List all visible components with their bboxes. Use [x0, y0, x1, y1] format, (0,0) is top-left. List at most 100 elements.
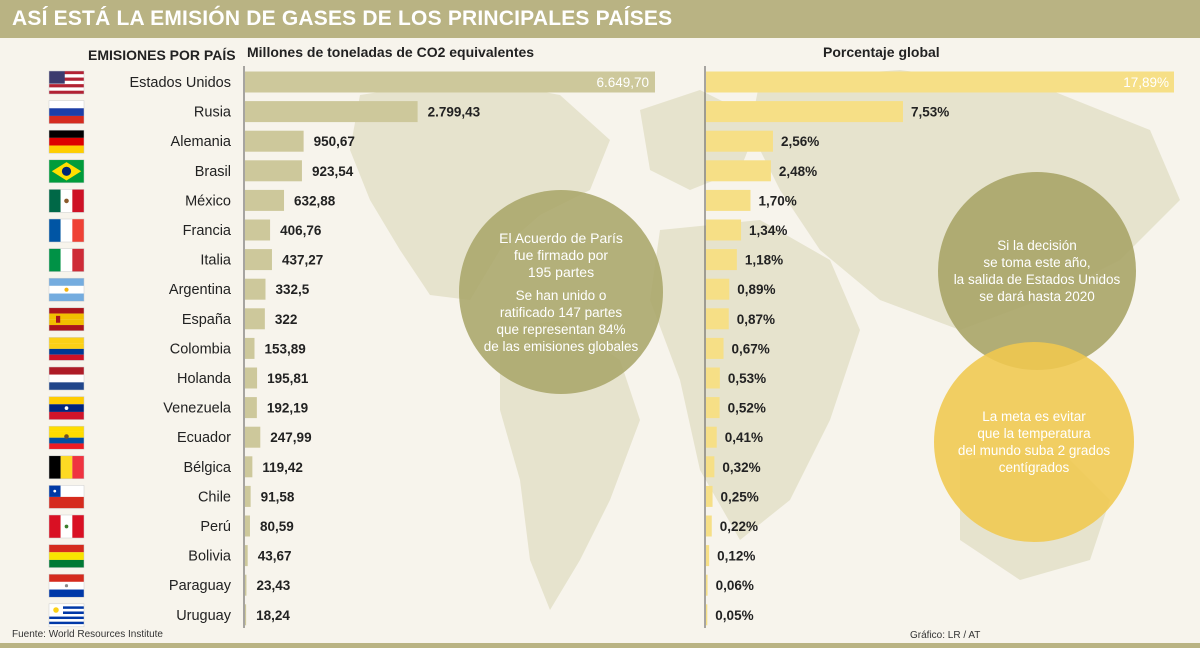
flag-netherlands-icon [48, 366, 85, 391]
us-exit-text: Si la decisión se toma este año, la sali… [953, 238, 1121, 304]
flag-bolivia-icon [48, 544, 85, 568]
percent-bar [706, 367, 720, 389]
flag-colombia-icon [48, 337, 85, 361]
percent-bar [706, 545, 710, 567]
percent-bar [706, 308, 729, 330]
percent-bar [706, 397, 720, 419]
emissions-bar [245, 160, 302, 182]
emissions-bar [245, 71, 655, 93]
emissions-bar [245, 604, 247, 626]
percent-value-label: 2,48% [779, 164, 817, 179]
flag-france-icon [48, 218, 85, 243]
percent-bar [706, 278, 730, 300]
emissions-value-label: 23,43 [256, 578, 290, 593]
temperature-goal-text: La meta es evitar que la temperatura del… [957, 409, 1111, 475]
flag-belgium-icon [48, 455, 85, 480]
emissions-bar [245, 308, 265, 330]
country-label: Venezuela [163, 401, 232, 417]
emissions-value-label: 43,67 [258, 549, 292, 564]
emissions-bar [245, 219, 271, 241]
emissions-bar [245, 249, 272, 271]
emissions-bar [245, 337, 255, 359]
emissions-bar [245, 130, 304, 152]
percent-value-label: 7,53% [911, 105, 949, 120]
emissions-value-label: 195,81 [267, 371, 309, 386]
country-label: México [185, 193, 231, 209]
emissions-bar [245, 189, 285, 211]
emissions-value-label: 247,99 [270, 430, 311, 445]
country-label: Colombia [170, 341, 232, 357]
percent-value-label: 0,53% [728, 371, 766, 386]
emissions-value-label: 632,88 [294, 193, 336, 208]
country-label: Alemania [171, 134, 232, 150]
emissions-value-label: 18,24 [256, 608, 290, 623]
percent-bar [706, 515, 712, 537]
percent-value-label: 17,89% [1123, 75, 1169, 90]
countries-header: EMISIONES POR PAÍS [88, 47, 236, 63]
percent-bar [706, 426, 717, 448]
flag-ecuador-icon [48, 425, 85, 450]
percent-value-label: 2,56% [781, 134, 819, 149]
credit-note: Gráfico: LR / AT [910, 630, 981, 641]
flag-paraguay-icon [48, 573, 85, 598]
percent-value-label: 0,05% [715, 608, 753, 623]
temperature-goal-bubble: La meta es evitar que la temperatura del… [934, 342, 1134, 542]
flag-chile-icon [48, 485, 85, 509]
percent-value-label: 0,06% [716, 578, 754, 593]
country-label: Perú [200, 519, 231, 535]
paris-agreement-title: El Acuerdo de París fue firmado por 195 … [499, 229, 623, 280]
country-label: Francia [183, 223, 232, 239]
emissions-bar [245, 545, 248, 567]
title-bar: ASÍ ESTÁ LA EMISIÓN DE GASES DE LOS PRIN… [0, 0, 1200, 38]
percent-bar [706, 456, 715, 478]
emissions-bar [245, 278, 266, 300]
country-label: Ecuador [177, 430, 231, 446]
page-title: ASÍ ESTÁ LA EMISIÓN DE GASES DE LOS PRIN… [12, 7, 673, 30]
emissions-bar [245, 367, 258, 389]
emissions-value-label: 6.649,70 [596, 75, 649, 90]
percent-value-label: 0,89% [737, 282, 775, 297]
emissions-bar [245, 485, 251, 507]
emissions-header: Millones de toneladas de CO2 equivalente… [247, 44, 535, 60]
percent-value-label: 0,67% [732, 341, 770, 356]
percent-bar [706, 485, 713, 507]
emissions-value-label: 80,59 [260, 519, 294, 534]
percent-value-label: 0,52% [728, 401, 766, 416]
emissions-bar [245, 101, 418, 123]
flag-germany-icon [48, 129, 85, 154]
emissions-value-label: 153,89 [264, 341, 305, 356]
flag-mexico-icon [48, 189, 85, 213]
percent-header: Porcentaje global [823, 44, 940, 60]
emissions-bar [245, 515, 250, 537]
percent-bar [706, 160, 771, 182]
country-label: Paraguay [169, 578, 232, 594]
percent-value-label: 0,87% [737, 312, 775, 327]
country-label: Rusia [194, 105, 232, 121]
flag-usa-icon [48, 70, 85, 95]
emissions-value-label: 192,19 [267, 401, 308, 416]
emissions-bar [245, 456, 253, 478]
flag-argentina-icon [48, 277, 85, 302]
percent-value-label: 1,34% [749, 223, 787, 238]
percent-bar [706, 574, 708, 596]
country-label: España [182, 312, 232, 328]
us-exit-bubble: Si la decisión se toma este año, la sali… [938, 172, 1136, 370]
percent-bar [706, 604, 708, 626]
source-note: Fuente: World Resources Institute [12, 629, 163, 640]
percent-value-label: 0,41% [725, 430, 763, 445]
emissions-value-label: 950,67 [314, 134, 355, 149]
emissions-value-label: 2.799,43 [428, 105, 481, 120]
percent-bar [706, 71, 1174, 93]
emissions-bar [245, 574, 247, 596]
flag-spain-icon [48, 307, 85, 332]
flag-venezuela-icon [48, 396, 85, 420]
emissions-value-label: 406,76 [280, 223, 322, 238]
percent-value-label: 1,18% [745, 253, 783, 268]
emissions-bar [245, 426, 261, 448]
percent-value-label: 1,70% [758, 193, 796, 208]
percent-value-label: 0,25% [721, 489, 759, 504]
percent-bar [706, 101, 903, 123]
percent-bar [706, 337, 724, 359]
percent-value-label: 0,32% [722, 460, 760, 475]
flag-italy-icon [48, 248, 85, 272]
